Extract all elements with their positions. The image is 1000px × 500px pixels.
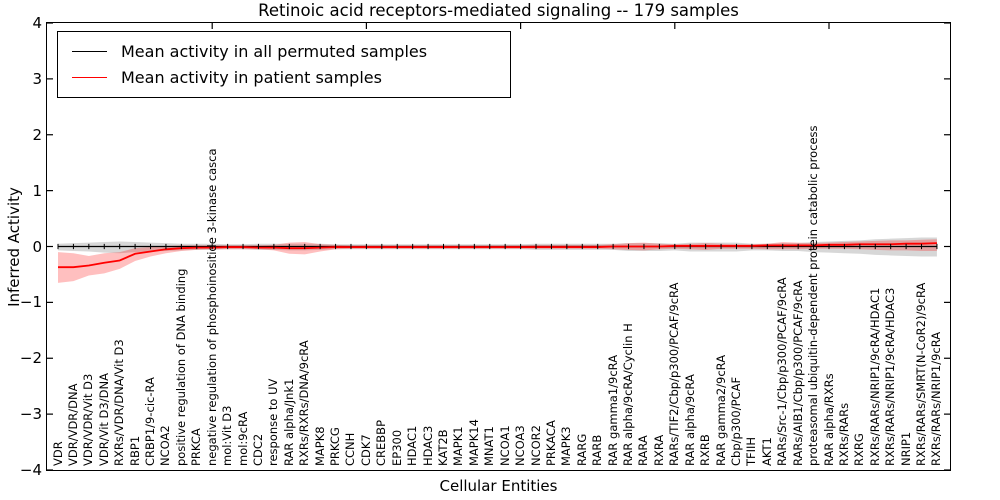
x-tick-label: RAR alpha/RXRs [821, 373, 836, 466]
y-tick-label: −4 [19, 461, 42, 479]
x-tick-label: KAT2B [436, 429, 450, 466]
y-tick-label: 3 [32, 69, 42, 88]
x-tick-label: MAPK1 [451, 426, 466, 466]
x-tick-label: MAPK3 [559, 426, 574, 466]
x-tick-label: RARB [590, 434, 605, 466]
x-tick-label: CREBBP [374, 420, 389, 466]
x-tick-label: CCNH [343, 432, 358, 466]
permuted-line-swatch [72, 51, 107, 52]
x-tick-label: VDR/VDR/Vit D3 [81, 373, 96, 466]
x-tick-label: RAR gamma1/9cRA [605, 354, 620, 466]
legend-entry-permuted: Mean activity in all permuted samples [72, 42, 496, 61]
x-tick-label: RARG [574, 433, 589, 466]
x-tick-label: Cbp/p300/PCAF [728, 376, 743, 466]
x-tick-label: HDAC3 [420, 425, 435, 466]
x-tick-label: RXRs/RARs [836, 402, 851, 466]
legend-label-patient: Mean activity in patient samples [121, 68, 382, 87]
x-tick-label: PRKCG [328, 427, 343, 466]
x-tick-label: RARs/AIB1/Cbp/p300/PCAF/9cRA [790, 280, 805, 466]
patient-line-swatch [72, 77, 107, 78]
x-tick-label: positive regulation of DNA binding [173, 268, 188, 466]
y-tick-label: 4 [32, 14, 42, 32]
x-tick-label: TFIIH [744, 436, 759, 466]
x-tick-label: NCOA1 [497, 425, 512, 466]
x-tick-label: RXRs/RARs/NRIP1/9cRA/HDAC3 [883, 287, 898, 466]
x-tick-label: NRIP1 [898, 431, 913, 466]
x-tick-label: VDR/VDR/DNA [65, 383, 80, 467]
x-tick-label: RARs/Src-1/Cbp/p300/PCAF/9cRA [775, 277, 790, 466]
y-tick-label: −3 [19, 405, 42, 424]
x-tick-label: RBP1 [127, 435, 142, 466]
x-tick-label: RXRs/RXRs/DNA/9cRA [297, 340, 312, 466]
x-tick-label: mol:Vit D3 [220, 405, 235, 466]
x-tick-label: EP300 [389, 429, 404, 466]
patient-band [58, 239, 937, 283]
x-tick-label: RXRG [852, 433, 867, 466]
x-tick-label: HDAC1 [405, 425, 420, 466]
chart-title: Retinoic acid receptors-mediated signali… [258, 1, 739, 20]
x-tick-label: RARA [636, 435, 651, 466]
x-tick-label: AKT1 [759, 437, 774, 466]
x-tick-label: CDC2 [250, 433, 265, 466]
x-tick-label: RXRA [651, 434, 666, 466]
x-tick-label: NCOR2 [528, 425, 543, 466]
x-tick-label: RAR alpha/9cRA [682, 374, 697, 466]
x-tick-label: NCOA3 [513, 425, 528, 466]
x-tick-label: CRBP1/9-cic-RA [143, 377, 158, 466]
x-tick-label: RAR alpha/Jnk1 [281, 378, 296, 466]
x-tick-label: MAPK14 [466, 419, 481, 466]
x-tick-label: MAPK8 [312, 426, 327, 466]
x-tick-label: RARs/TIF2/Cbp/p300/PCAF/9cRA [667, 282, 682, 466]
y-tick-label: 1 [32, 181, 42, 200]
y-tick-label: 0 [32, 237, 42, 256]
patient-mean-line [58, 242, 937, 269]
x-axis-label: Cellular Entities [439, 477, 558, 495]
x-tick-label: negative regulation of phosphoinositide … [204, 148, 219, 466]
x-tick-label: mol:9cRA [235, 411, 250, 466]
legend-entry-patient: Mean activity in patient samples [72, 68, 496, 87]
x-tick-label: PRKACA [543, 420, 558, 466]
x-tick-label: RXRs/RARs/SMRT(N-CoR2)/9cRA [914, 282, 929, 466]
x-tick-label: RXRs/RARs/NRIP1/9cRA [929, 331, 944, 466]
x-tick-label: RAR alpha/9cRA/Cyclin H [621, 323, 636, 466]
x-tick-label: VDR [50, 441, 65, 466]
y-tick-label: −1 [19, 293, 42, 312]
x-tick-label: VDR/Vit D3/DNA [96, 373, 111, 466]
x-tick-label: RAR gamma2/9cRA [713, 354, 728, 466]
plot-canvas [47, 23, 950, 470]
y-tick-label: 2 [32, 125, 42, 144]
x-tick-label: response to UV [266, 378, 281, 466]
x-tick-label: RXRs/RARs/NRIP1/9cRA/HDAC1 [867, 287, 882, 466]
legend: Mean activity in all permuted samples Me… [57, 31, 511, 98]
x-tick-label: NCOA2 [158, 425, 173, 466]
x-tick-label: MNAT1 [482, 426, 497, 466]
x-tick-label: RXRB [698, 434, 713, 466]
y-tick-label: −2 [19, 349, 42, 368]
x-tick-label: RXRs/VDR/DNA/Vit D3 [112, 339, 127, 466]
legend-label-permuted: Mean activity in all permuted samples [121, 42, 428, 61]
x-tick-label: CDK7 [358, 434, 373, 466]
x-tick-label: proteasomal ubiquitin-dependent protein … [806, 125, 821, 466]
point-markers [57, 243, 938, 250]
x-tick-label: PRKCA [189, 428, 204, 466]
